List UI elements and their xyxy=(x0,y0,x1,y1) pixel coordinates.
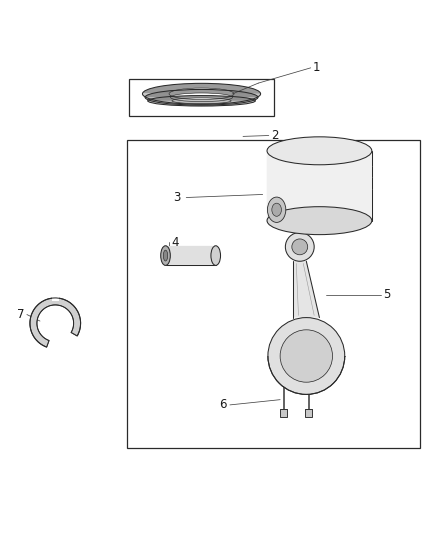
Polygon shape xyxy=(148,95,255,101)
Ellipse shape xyxy=(267,207,372,235)
Bar xyxy=(127,140,420,448)
Polygon shape xyxy=(145,90,258,98)
Text: 3: 3 xyxy=(173,191,180,204)
Ellipse shape xyxy=(267,137,372,165)
Text: 1: 1 xyxy=(313,61,320,74)
Text: 5: 5 xyxy=(383,288,390,301)
Circle shape xyxy=(268,318,345,394)
Text: 2: 2 xyxy=(272,129,279,142)
Circle shape xyxy=(286,232,314,261)
Polygon shape xyxy=(142,83,261,94)
Ellipse shape xyxy=(272,203,282,216)
Ellipse shape xyxy=(211,246,220,265)
Bar xyxy=(267,151,372,221)
Polygon shape xyxy=(148,101,255,106)
Polygon shape xyxy=(293,261,319,318)
Circle shape xyxy=(292,239,308,255)
Bar xyxy=(52,340,59,350)
Ellipse shape xyxy=(161,246,170,265)
Bar xyxy=(305,409,312,417)
Polygon shape xyxy=(142,94,261,104)
Bar xyxy=(280,409,287,417)
Bar xyxy=(166,246,216,265)
Polygon shape xyxy=(30,298,81,347)
Bar xyxy=(52,288,59,302)
Polygon shape xyxy=(145,98,258,105)
Text: 7: 7 xyxy=(17,308,25,321)
Text: 6: 6 xyxy=(219,398,226,411)
Ellipse shape xyxy=(163,250,168,261)
Circle shape xyxy=(280,330,332,382)
Text: 4: 4 xyxy=(171,236,178,249)
Bar xyxy=(130,79,274,116)
Ellipse shape xyxy=(268,197,286,222)
